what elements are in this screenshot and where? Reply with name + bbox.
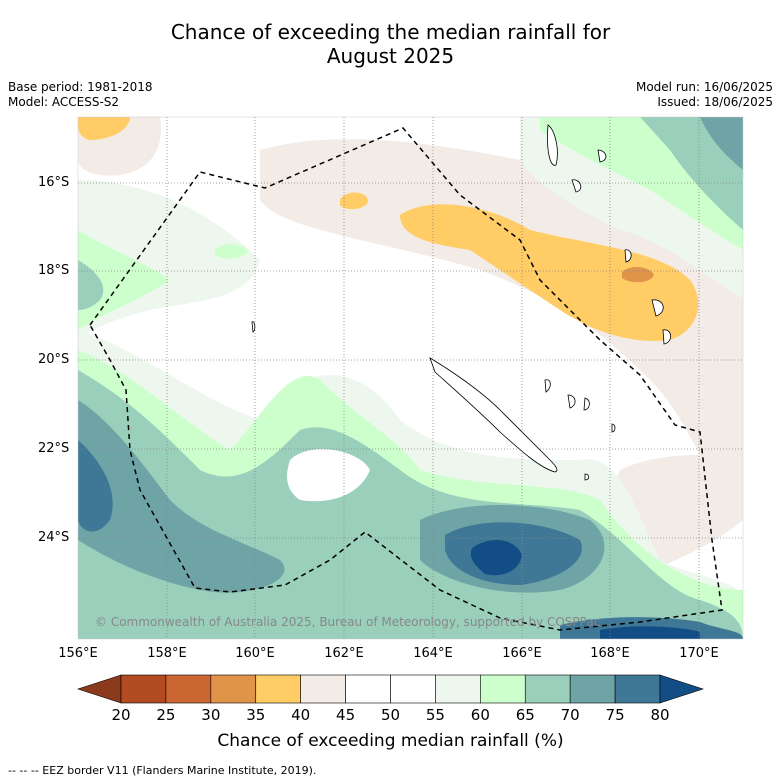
model-name: Model: ACCESS-S2 <box>8 95 120 109</box>
colorbar-segment <box>435 674 481 704</box>
region-85-core <box>470 539 522 576</box>
region-70-75-ne <box>640 117 743 230</box>
eez-legend-footer: -- -- -- EEZ border V11 (Flanders Marine… <box>8 764 317 777</box>
colorbar-tick-label: 50 <box>380 706 401 724</box>
loyalty-islands <box>544 379 590 411</box>
colorbar-label: Chance of exceeding median rainfall (%) <box>217 731 564 751</box>
title-line-2: August 2025 <box>326 44 455 68</box>
lon-label-168e: 168°E <box>590 646 630 661</box>
lat-label-24s: 24°S <box>38 530 70 545</box>
colorbar-segment <box>569 674 616 704</box>
colorbar-tick-label: 40 <box>291 706 311 724</box>
base-period: Base period: 1981-2018 <box>8 80 153 94</box>
colorbar-segment <box>614 674 661 704</box>
vanuatu-north <box>547 124 607 193</box>
colorbar-tick-label: 60 <box>470 706 490 724</box>
region-35-40-spot <box>340 192 368 210</box>
colorbar-tick-label: 30 <box>201 706 221 724</box>
model-run: Model run: 16/06/2025 <box>635 80 773 94</box>
lon-label-166e: 166°E <box>502 646 542 661</box>
region-35-40-band <box>400 204 699 341</box>
colorbar-tick-label: 35 <box>246 706 266 724</box>
colorbar <box>77 674 704 704</box>
colorbar-tick-label: 25 <box>156 706 176 724</box>
colorbar-segment <box>300 674 346 704</box>
region-75-80-ne <box>700 117 743 170</box>
colorbar-tick-label: 45 <box>336 706 356 724</box>
chart-title: Chance of exceeding the median rainfall … <box>0 20 781 68</box>
colorbar-tick-label: 75 <box>605 706 625 724</box>
rainfall-field <box>78 117 743 639</box>
eez-border <box>89 127 723 631</box>
lat-label-18s: 18°S <box>38 263 70 278</box>
region-50-55-pocket <box>287 449 370 502</box>
colorbar-extend-low <box>77 674 122 704</box>
lat-label-20s: 20°S <box>38 352 70 367</box>
colorbar-tick-label: 20 <box>111 706 131 724</box>
title-line-1: Chance of exceeding the median rainfall … <box>170 20 611 44</box>
copyright-note: © Commonwealth of Australia 2025, Bureau… <box>95 615 601 629</box>
region-45-50-north <box>260 139 743 520</box>
lon-label-156e: 156°E <box>58 646 98 661</box>
meta-left: Base period: 1981-2018 Model: ACCESS-S2 <box>8 80 153 110</box>
colorbar-segment <box>210 674 257 704</box>
region-65-70-spot <box>215 244 248 259</box>
meta-right: Model run: 16/06/2025 Issued: 18/06/2025 <box>636 80 773 110</box>
region-35-40-topleft <box>78 117 130 140</box>
region-80-southwest <box>78 440 113 532</box>
colorbar-segment <box>255 674 301 704</box>
colorbar-tick-label: 55 <box>425 706 445 724</box>
vanuatu-south <box>624 249 672 345</box>
colorbar-segment <box>165 674 212 704</box>
new-caledonia-island <box>429 357 558 473</box>
colorbar-extend-high <box>659 674 704 704</box>
lon-label-160e: 160°E <box>235 646 275 661</box>
colorbar-segment <box>480 674 526 704</box>
colorbar-tick-label: 70 <box>560 706 580 724</box>
lon-label-164e: 164°E <box>413 646 453 661</box>
region-65-70-west <box>78 230 170 330</box>
region-70-75-west <box>78 260 104 310</box>
lat-label-22s: 22°S <box>38 441 70 456</box>
colorbar-tick-label: 65 <box>515 706 535 724</box>
coastlines <box>251 124 672 481</box>
colorbar-tick-label: 80 <box>650 706 670 724</box>
colorbar-segment <box>390 674 436 704</box>
lon-label-170e: 170°E <box>679 646 719 661</box>
small-islets <box>251 321 616 481</box>
region-75-80-southwest <box>78 400 285 593</box>
lon-label-158e: 158°E <box>147 646 187 661</box>
colorbar-segment <box>345 674 391 704</box>
colorbar-segment <box>524 674 571 704</box>
lon-label-162e: 162°E <box>324 646 364 661</box>
lat-label-16s: 16°S <box>38 175 70 190</box>
issued-date: Issued: 18/06/2025 <box>657 95 773 109</box>
gridlines <box>78 117 743 639</box>
colorbar-segment <box>120 674 167 704</box>
map-frame <box>77 116 744 640</box>
region-80-bottom <box>600 626 700 639</box>
